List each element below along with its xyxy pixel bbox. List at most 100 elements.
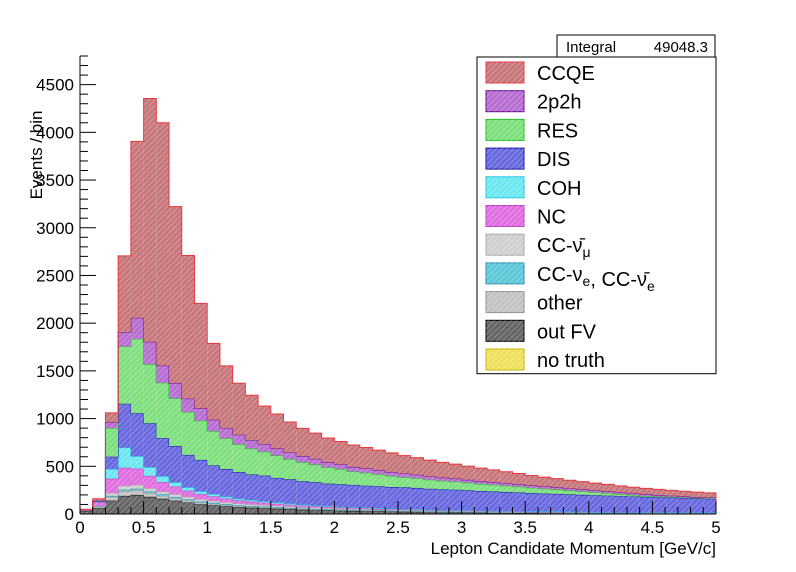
bar-hatch	[423, 460, 437, 477]
bar-hatch	[207, 419, 220, 432]
bar-hatch	[537, 488, 551, 494]
bar-hatch	[626, 495, 640, 497]
bar-hatch	[181, 255, 195, 399]
bar-hatch	[118, 467, 131, 486]
bar-hatch	[270, 455, 284, 478]
y-tick-label: 2000	[36, 314, 74, 333]
bar-hatch	[321, 483, 335, 507]
legend-label: NC	[537, 207, 566, 229]
bar-hatch	[130, 494, 144, 514]
bar-hatch	[283, 503, 297, 505]
bar-hatch	[308, 506, 322, 508]
bar-hatch	[130, 456, 144, 469]
bar-hatch	[372, 511, 386, 514]
x-tick-label: 3	[457, 518, 466, 537]
bar-hatch	[296, 507, 309, 509]
legend-item-cc: CC-ν̄μ	[485, 233, 591, 260]
bar-hatch	[296, 509, 309, 514]
bar-hatch	[347, 471, 360, 485]
legend-swatch-hatch	[486, 148, 524, 170]
bar-hatch	[512, 486, 526, 493]
bar-hatch	[130, 488, 144, 491]
legend-swatch-hatch	[486, 320, 524, 342]
bar-hatch	[550, 489, 564, 494]
bar-hatch	[207, 496, 220, 501]
bar-hatch	[207, 503, 220, 506]
bar-hatch	[347, 445, 360, 467]
bar-hatch	[461, 479, 475, 483]
legend-swatch-hatch	[486, 349, 524, 370]
bar-hatch	[80, 511, 93, 514]
x-tick-label: 2	[330, 518, 339, 537]
bar-hatch	[219, 498, 233, 503]
legend-item-res: RES	[485, 118, 578, 142]
bar-hatch	[525, 493, 538, 512]
bar-hatch	[576, 489, 589, 492]
legend-label: DIS	[537, 149, 570, 171]
bar-hatch	[398, 477, 411, 488]
bar-hatch	[512, 512, 526, 514]
bar-hatch	[410, 457, 424, 475]
y-tick-label: 1000	[36, 410, 74, 429]
bar-hatch	[474, 483, 488, 492]
bar-hatch	[181, 398, 195, 412]
bar-hatch	[143, 98, 157, 342]
bar-hatch	[143, 341, 157, 365]
bar-hatch	[181, 454, 195, 488]
bar-hatch	[232, 507, 246, 514]
x-tick-label: 0	[75, 518, 84, 537]
legend-label: no truth	[537, 350, 605, 372]
bar-hatch	[207, 494, 220, 497]
bar-hatch	[372, 450, 386, 471]
bar-hatch	[588, 495, 602, 512]
legend-item-ccqe: CCQE	[485, 61, 595, 85]
bar-hatch	[105, 456, 119, 470]
bar-hatch	[677, 491, 691, 497]
bar-hatch	[194, 491, 208, 495]
bar-hatch	[385, 476, 398, 487]
bar-hatch	[321, 510, 335, 514]
bar-hatch	[563, 490, 577, 495]
bar-hatch	[245, 500, 259, 502]
y-tick-label: 4000	[36, 123, 74, 142]
bar-hatch	[563, 494, 577, 512]
bar-hatch	[601, 495, 615, 513]
bar-hatch	[245, 474, 259, 501]
bar-hatch	[219, 496, 233, 499]
bar-hatch	[194, 501, 208, 503]
bar-hatch	[537, 477, 551, 487]
bar-hatch	[92, 506, 106, 509]
bar-hatch	[372, 470, 386, 475]
bar-hatch	[118, 332, 131, 347]
bar-hatch	[232, 503, 246, 506]
bar-hatch	[143, 488, 157, 492]
bar-hatch	[499, 483, 513, 486]
bar-hatch	[677, 498, 691, 513]
legend-swatch-hatch	[486, 291, 524, 313]
bar-hatch	[169, 398, 182, 447]
bar-hatch	[347, 466, 360, 472]
bar-hatch	[601, 484, 615, 492]
bar-hatch	[296, 462, 309, 482]
legend-label: COH	[537, 178, 581, 200]
bar-hatch	[487, 482, 500, 485]
bar-hatch	[105, 500, 119, 514]
bar-hatch	[130, 317, 144, 339]
bar-hatch	[105, 469, 119, 479]
series-ccqe	[79, 97, 717, 514]
bar-hatch	[130, 468, 144, 485]
bar-hatch	[258, 501, 271, 503]
bar-hatch	[436, 477, 449, 481]
bar-hatch	[105, 412, 119, 423]
legend-swatch-hatch	[486, 205, 524, 227]
bar-hatch	[207, 431, 220, 466]
bar-hatch	[118, 495, 131, 514]
bar-hatch	[334, 464, 348, 470]
bar-hatch	[194, 499, 208, 502]
bar-hatch	[169, 486, 182, 495]
bar-hatch	[563, 480, 577, 489]
bar-hatch	[525, 487, 538, 494]
bar-hatch	[118, 489, 131, 492]
bar-hatch	[245, 507, 259, 514]
bar-hatch	[245, 440, 259, 449]
